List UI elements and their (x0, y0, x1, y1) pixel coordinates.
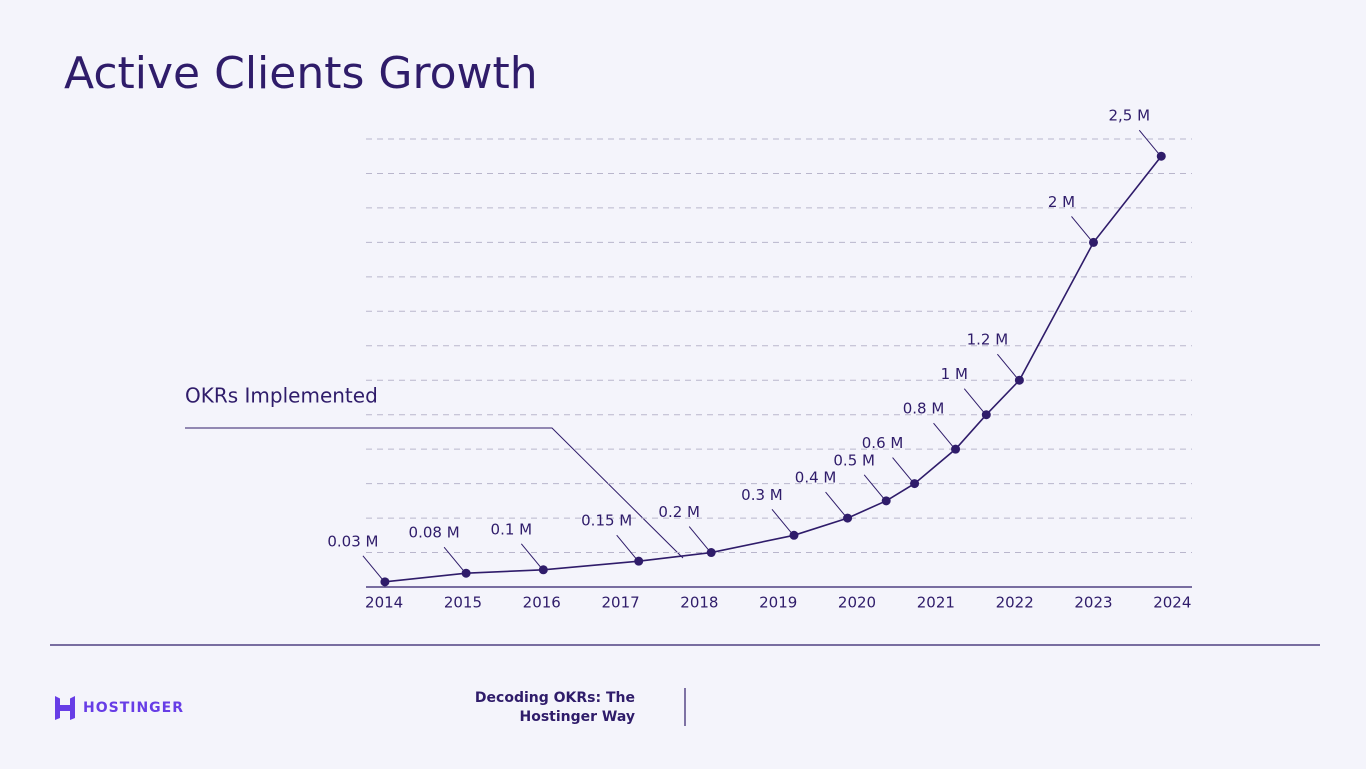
x-tick-label: 2023 (1074, 594, 1112, 612)
leader-line (963, 388, 984, 413)
data-point (706, 548, 716, 558)
annotation-label: OKRs Implemented (185, 384, 378, 408)
x-tick-label: 2020 (838, 594, 876, 612)
leader-line (1138, 129, 1159, 154)
leader-line (520, 543, 541, 568)
data-point (461, 568, 471, 578)
data-point (910, 479, 920, 489)
data-label: 1 M (941, 365, 968, 383)
data-point (1156, 151, 1166, 161)
footer-caption: Hostinger Way (519, 709, 635, 725)
data-point (843, 513, 853, 523)
leader-line (771, 508, 792, 533)
x-tick-label: 2015 (444, 594, 482, 612)
data-label: 0.5 M (833, 451, 875, 469)
leader-line (616, 534, 637, 559)
data-line (384, 155, 1162, 583)
data-label: 0.15 M (581, 512, 632, 530)
x-tick-label: 2014 (365, 594, 403, 612)
footer-caption: Decoding OKRs: The (475, 690, 635, 706)
leader-line (933, 422, 953, 447)
data-label: 0.8 M (903, 400, 945, 418)
data-label: 2 M (1048, 193, 1075, 211)
brand-name: HOSTINGER (83, 700, 184, 716)
x-tick-label: 2017 (601, 594, 639, 612)
data-point (538, 565, 548, 575)
data-label: 0.1 M (491, 520, 533, 538)
x-tick-label: 2016 (523, 594, 561, 612)
data-point (634, 556, 644, 566)
data-point (981, 410, 991, 420)
leader-line (1071, 216, 1091, 240)
leader-line (863, 474, 884, 499)
chart-title: Active Clients Growth (64, 48, 538, 99)
x-tick-label: 2021 (917, 594, 955, 612)
data-point (1014, 375, 1024, 385)
data-label: 0.08 M (409, 524, 460, 542)
x-tick-label: 2019 (759, 594, 797, 612)
leader-line (362, 555, 383, 580)
annotation-line (185, 427, 684, 559)
leader-line (825, 491, 845, 516)
data-point (789, 530, 799, 540)
data-point (380, 577, 390, 587)
x-tick-label: 2018 (680, 594, 718, 612)
data-label: 0.03 M (327, 532, 378, 550)
leader-line (443, 546, 464, 571)
leader-line (688, 526, 709, 550)
data-label: 1.2 M (967, 331, 1009, 349)
data-point (951, 444, 961, 454)
data-point (881, 496, 891, 506)
leader-line (997, 353, 1017, 378)
leader-line (892, 457, 912, 481)
data-label: 2,5 M (1108, 107, 1150, 125)
data-point (1088, 237, 1098, 247)
data-label: 0.4 M (795, 469, 837, 487)
data-label: 0.2 M (658, 503, 700, 521)
x-tick-label: 2022 (996, 594, 1034, 612)
x-tick-label: 2024 (1153, 594, 1191, 612)
data-label: 0.3 M (741, 486, 783, 504)
data-label: 0.6 M (862, 434, 904, 452)
brand-logo (55, 696, 75, 720)
